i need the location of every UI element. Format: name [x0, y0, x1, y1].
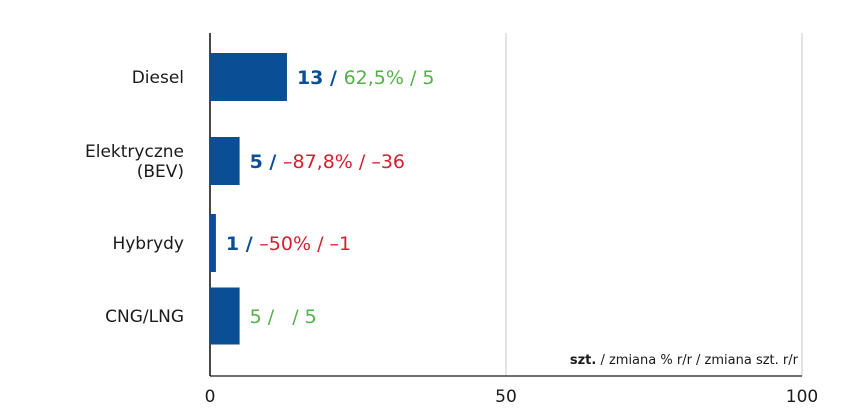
value-label-4-part-1: 5 / / 5 — [250, 306, 317, 328]
unit-legend: szt. / zmiana % r/r / zmiana szt. r/r — [570, 353, 799, 368]
x-tick-label-50: 50 — [495, 387, 517, 407]
value-label-2-part-1: 5 / — [250, 151, 283, 173]
bar-1 — [210, 53, 287, 101]
category-label-4: CNG/LNG — [105, 307, 184, 327]
value-label-3: 1 / –50% / –1 — [226, 233, 351, 255]
value-label-3-part-2: –50% / –1 — [259, 233, 351, 255]
unit-legend-rest: / zmiana % r/r / zmiana szt. r/r — [596, 353, 798, 368]
x-tick-label-100: 100 — [786, 387, 818, 407]
category-label-2-line-2: (BEV) — [137, 162, 184, 182]
category-label-3: Hybrydy — [112, 234, 184, 254]
category-label-1: Diesel — [132, 68, 184, 88]
bar-2 — [210, 137, 240, 185]
value-label-1: 13 / 62,5% / 5 — [297, 67, 435, 89]
value-label-1-part-1: 13 / — [297, 67, 344, 89]
bar-4 — [210, 287, 240, 345]
value-label-2: 5 / –87,8% / –36 — [250, 151, 405, 173]
value-label-3-part-1: 1 / — [226, 233, 259, 255]
value-label-2-part-2: –87,8% / –36 — [283, 151, 405, 173]
unit-legend-bold: szt. — [570, 353, 596, 368]
x-tick-label-0: 0 — [205, 387, 216, 407]
value-label-1-part-2: 62,5% / 5 — [344, 67, 435, 89]
category-label-2-line-1: Elektryczne — [85, 142, 184, 162]
bar-3 — [210, 214, 216, 272]
value-label-4: 5 / / 5 — [250, 306, 317, 328]
